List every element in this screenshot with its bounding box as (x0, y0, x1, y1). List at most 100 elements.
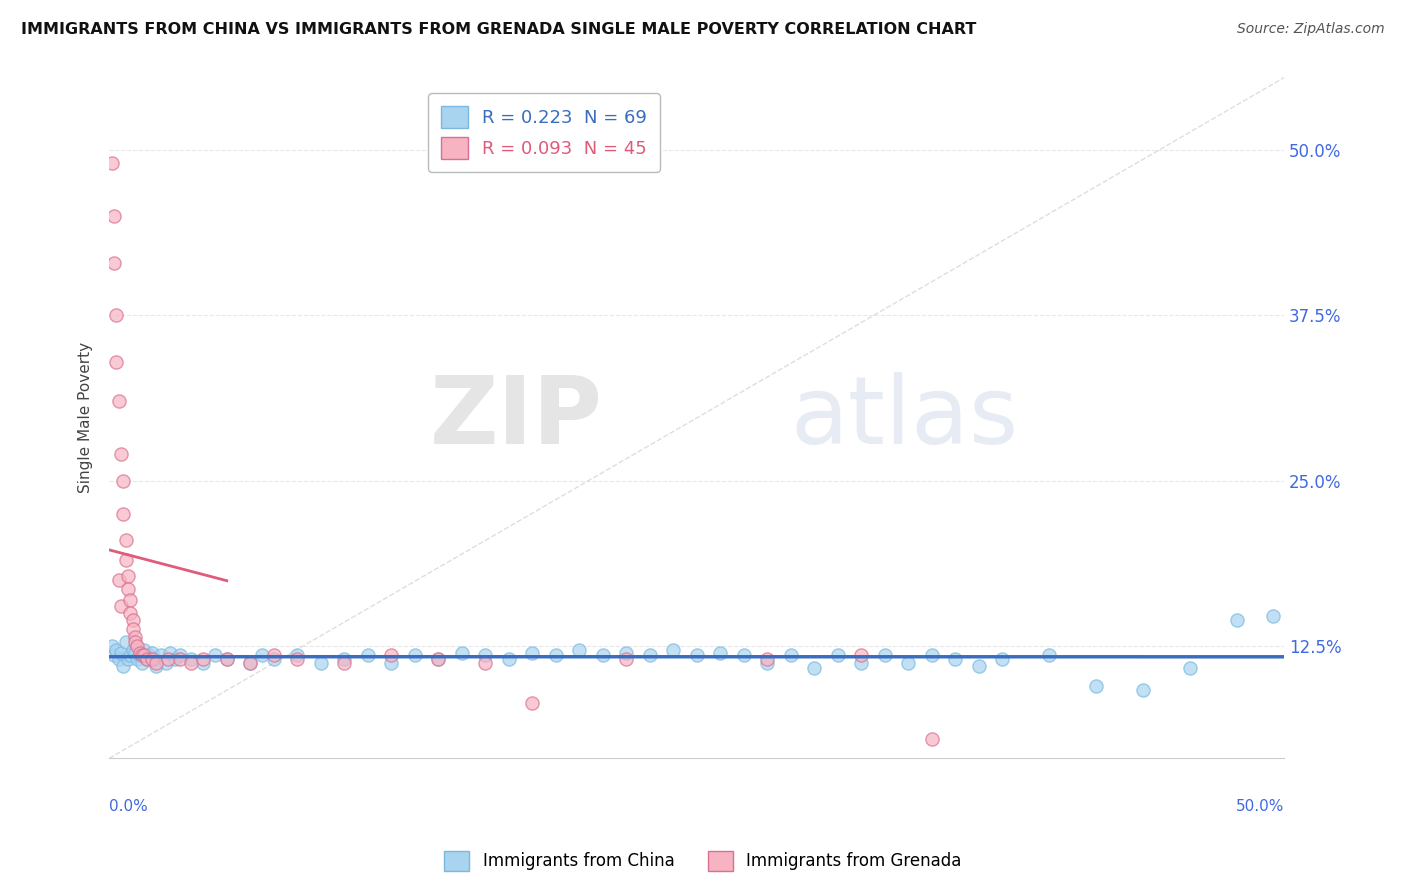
Point (121, 643, 143, 657)
Point (124, 646, 146, 660)
Point (404, 648, 426, 663)
Point (131, 656, 153, 670)
Legend: Immigrants from China, Immigrants from Grenada: Immigrants from China, Immigrants from G… (436, 842, 970, 880)
Point (169, 648, 191, 663)
Point (120, 648, 142, 663)
Point (121, 613, 143, 627)
Point (380, 656, 402, 670)
Point (204, 648, 226, 663)
Point (110, 447, 132, 461)
Point (138, 648, 160, 663)
Point (110, 646, 132, 660)
Point (1085, 679, 1108, 693)
Point (686, 648, 709, 663)
Point (851, 648, 873, 663)
Point (180, 656, 202, 670)
Point (124, 635, 146, 649)
Point (117, 652, 139, 666)
Point (522, 696, 544, 710)
Point (357, 648, 380, 663)
Point (169, 652, 191, 666)
Point (709, 646, 731, 660)
Point (110, 599, 132, 614)
Point (149, 648, 172, 663)
Point (100, 156, 122, 170)
Point (733, 648, 755, 663)
Point (943, 652, 966, 666)
Point (107, 394, 129, 409)
Text: ZIP: ZIP (430, 372, 603, 464)
Point (662, 643, 685, 657)
Point (120, 606, 142, 620)
Point (921, 648, 943, 663)
Point (427, 652, 450, 666)
Text: 0.0%: 0.0% (110, 799, 148, 814)
Point (250, 648, 273, 663)
Point (756, 652, 779, 666)
Point (127, 652, 149, 666)
Point (141, 652, 163, 666)
Point (135, 652, 157, 666)
Point (141, 646, 163, 660)
Point (779, 648, 801, 663)
Point (159, 646, 181, 660)
Point (897, 656, 920, 670)
Point (333, 656, 356, 670)
Point (1226, 613, 1249, 627)
Point (114, 533, 136, 548)
Point (142, 652, 165, 666)
Point (117, 582, 139, 596)
Point (124, 630, 146, 644)
Point (134, 643, 156, 657)
Point (100, 639, 122, 653)
Point (215, 652, 238, 666)
Legend: R = 0.223  N = 69, R = 0.093  N = 45: R = 0.223 N = 69, R = 0.093 N = 45 (429, 94, 659, 171)
Point (263, 648, 285, 663)
Point (921, 731, 943, 746)
Point (427, 652, 450, 666)
Point (114, 553, 136, 567)
Point (239, 656, 262, 670)
Point (498, 652, 520, 666)
Point (105, 354, 128, 368)
Point (163, 652, 186, 666)
Point (105, 309, 128, 323)
Point (135, 652, 157, 666)
Point (756, 656, 779, 670)
Point (103, 648, 125, 663)
Point (285, 652, 308, 666)
Point (1038, 648, 1060, 663)
Point (103, 255, 125, 269)
Point (827, 648, 849, 663)
Point (128, 646, 150, 660)
Point (215, 652, 238, 666)
Point (285, 648, 308, 663)
Point (155, 656, 177, 670)
Point (239, 656, 262, 670)
Point (121, 622, 143, 636)
Point (309, 656, 332, 670)
Point (474, 656, 496, 670)
Point (544, 648, 567, 663)
Text: atlas: atlas (790, 372, 1019, 464)
Point (193, 656, 215, 670)
Point (112, 507, 135, 521)
Point (145, 658, 167, 673)
Point (107, 652, 129, 666)
Point (1132, 682, 1154, 697)
Point (131, 648, 153, 663)
Point (107, 573, 129, 587)
Point (967, 658, 990, 673)
Point (474, 648, 496, 663)
Point (568, 643, 591, 657)
Point (592, 648, 614, 663)
Point (117, 569, 139, 583)
Point (1180, 661, 1202, 675)
Point (991, 652, 1014, 666)
Point (450, 646, 472, 660)
Point (127, 639, 149, 653)
Point (522, 646, 544, 660)
Point (103, 209, 125, 223)
Point (112, 658, 135, 673)
Y-axis label: Single Male Poverty: Single Male Poverty (79, 343, 93, 493)
